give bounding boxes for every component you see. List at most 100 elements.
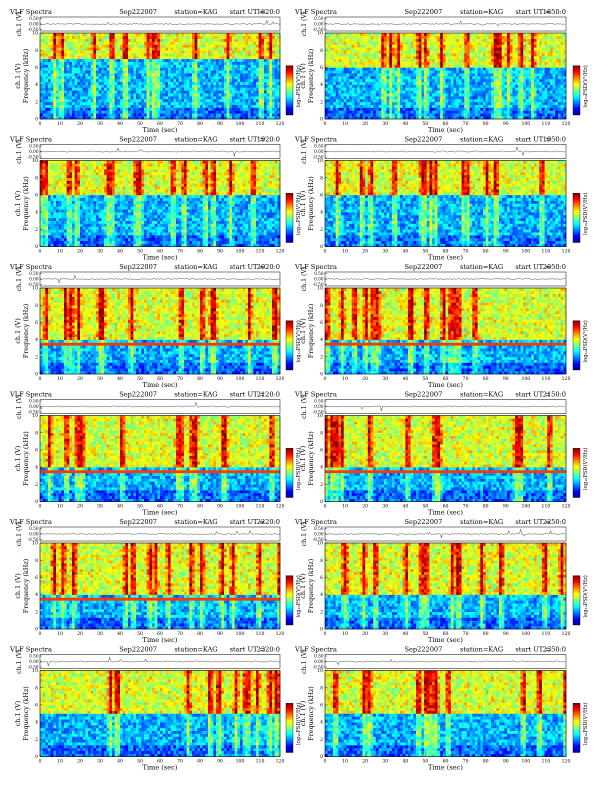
spectrogram-cell bbox=[205, 82, 208, 85]
spectrogram-cell bbox=[48, 53, 51, 56]
spectrogram-cell bbox=[216, 105, 219, 108]
spectrogram-cell bbox=[253, 50, 256, 53]
spectrogram-cell bbox=[346, 67, 349, 70]
spectrogram-cell bbox=[200, 79, 203, 82]
spectrogram-cell bbox=[219, 76, 222, 79]
spectrogram-cell bbox=[341, 90, 344, 93]
spectrogram-cell bbox=[149, 85, 152, 88]
spectrogram-cell bbox=[432, 47, 435, 50]
spectrogram-cell bbox=[354, 113, 357, 116]
spectrogram-cell bbox=[354, 73, 357, 76]
spectrogram-cell bbox=[416, 96, 419, 99]
spectrogram-cell bbox=[149, 36, 152, 39]
spectrogram-cell bbox=[440, 53, 443, 56]
spectrogram-cell bbox=[330, 62, 333, 65]
spectrogram-cell bbox=[349, 79, 352, 82]
spectrogram-cell bbox=[397, 53, 400, 56]
spectrogram-cell bbox=[195, 53, 198, 56]
spectrogram-cell bbox=[346, 113, 349, 116]
spectrogram-cell bbox=[203, 53, 206, 56]
spectrogram-cell bbox=[67, 108, 70, 111]
spectrogram-cell bbox=[227, 113, 230, 116]
spectrogram-cell bbox=[115, 113, 118, 116]
spectrogram-cell bbox=[213, 39, 216, 42]
spectrogram-cell bbox=[245, 59, 248, 62]
spectrogram-cell bbox=[333, 110, 336, 113]
spectrogram-cell bbox=[80, 93, 83, 96]
spectrogram-cell bbox=[67, 76, 70, 79]
spectrogram-cell bbox=[192, 33, 195, 36]
spectrogram-cell bbox=[219, 82, 222, 85]
spectrogram-cell bbox=[165, 102, 168, 105]
spectrogram-cell bbox=[248, 90, 251, 93]
spectrogram-cell bbox=[203, 44, 206, 47]
spectrogram-cell bbox=[275, 76, 278, 79]
spectrogram-cell bbox=[139, 62, 142, 65]
spectrogram-cell bbox=[171, 90, 174, 93]
spectrogram-cell bbox=[211, 79, 214, 82]
spectrogram-cell bbox=[405, 108, 408, 111]
spectrogram-cell bbox=[139, 99, 142, 102]
spectrogram-cell bbox=[403, 73, 406, 76]
spectrogram-cell bbox=[330, 39, 333, 42]
spectrogram-cell bbox=[360, 39, 363, 42]
spectrogram-cell bbox=[333, 67, 336, 70]
spectrogram-cell bbox=[184, 42, 187, 45]
spectrogram-cell bbox=[416, 56, 419, 59]
spectrogram-cell bbox=[139, 93, 142, 96]
spectrogram-cell bbox=[379, 59, 382, 62]
spectrogram-cell bbox=[328, 85, 331, 88]
spectrogram-cell bbox=[67, 33, 70, 36]
spectrogram-cell bbox=[328, 93, 331, 96]
spectrogram-cell bbox=[389, 113, 392, 116]
spectrogram-cell bbox=[163, 39, 166, 42]
spectrogram-cell bbox=[77, 99, 80, 102]
spectrogram-cell bbox=[248, 87, 251, 90]
spectrogram-cell bbox=[240, 76, 243, 79]
spectrogram-cell bbox=[275, 44, 278, 47]
spectrogram-cell bbox=[45, 62, 48, 65]
spectrogram-cell bbox=[405, 59, 408, 62]
spectrogram-cell bbox=[125, 102, 128, 105]
spectrogram-cell bbox=[96, 67, 99, 70]
spectrogram-cell bbox=[43, 39, 46, 42]
spectrogram-cell bbox=[67, 56, 70, 59]
spectrogram-cell bbox=[237, 76, 240, 79]
spectrogram-cell bbox=[440, 39, 443, 42]
spectrogram-cell bbox=[173, 73, 176, 76]
spectrogram-cell bbox=[168, 96, 171, 99]
spectrogram-cell bbox=[197, 90, 200, 93]
spectrogram-cell bbox=[101, 105, 104, 108]
spectrogram-cell bbox=[408, 39, 411, 42]
spectrogram-cell bbox=[165, 39, 168, 42]
spectrogram-cell bbox=[275, 47, 278, 50]
spectrogram-cell bbox=[336, 110, 339, 113]
spectrogram-cell bbox=[237, 62, 240, 65]
spectrogram-cell bbox=[275, 73, 278, 76]
spectrogram-cell bbox=[77, 113, 80, 116]
spectrogram-cell bbox=[379, 76, 382, 79]
spectrogram-cell bbox=[227, 93, 230, 96]
spectrogram-cell bbox=[224, 108, 227, 111]
spectrogram-cell bbox=[149, 33, 152, 36]
spectrogram-cell bbox=[69, 33, 72, 36]
spectrogram-cell bbox=[128, 82, 131, 85]
spectrogram-cell bbox=[405, 110, 408, 113]
spectrogram-cell bbox=[357, 42, 360, 45]
spectrogram-cell bbox=[43, 76, 46, 79]
spectrogram-cell bbox=[104, 42, 107, 45]
spectrogram-cell bbox=[85, 113, 88, 116]
spectrogram-cell bbox=[40, 96, 43, 99]
spectrogram-cell bbox=[120, 76, 123, 79]
spectrogram-cell bbox=[109, 85, 112, 88]
spectrogram-cell bbox=[109, 70, 112, 73]
spectrogram-cell bbox=[61, 113, 64, 116]
spectrogram-cell bbox=[171, 73, 174, 76]
spectrogram-cell bbox=[197, 50, 200, 53]
spectrogram-cell bbox=[365, 96, 368, 99]
spectrogram-cell bbox=[221, 39, 224, 42]
spectrogram-cell bbox=[368, 67, 371, 70]
spectrogram-cell bbox=[192, 93, 195, 96]
spectrogram-cell bbox=[371, 79, 374, 82]
spectrogram-cell bbox=[80, 39, 83, 42]
